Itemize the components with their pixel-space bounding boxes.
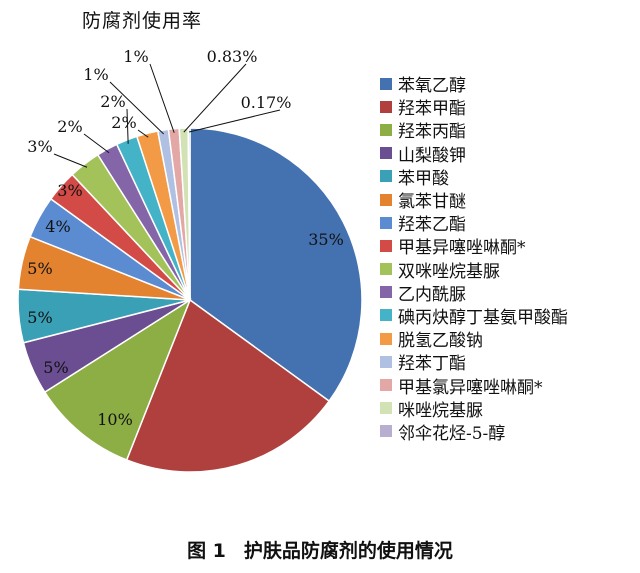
legend-label: 脱氢乙酸钠	[398, 331, 483, 352]
leader-line-11	[126, 108, 129, 144]
legend-label: 苯氧乙醇	[398, 76, 466, 97]
data-label-15: 0.83%	[207, 47, 258, 66]
data-label-16: 0.17%	[241, 93, 292, 112]
legend-label: 双咪唑烷基脲	[398, 261, 500, 282]
legend-label: 羟苯甲酯	[398, 99, 466, 120]
leader-line-12	[137, 129, 149, 138]
leader-line-16	[188, 109, 281, 133]
legend-label: 氯苯甘醚	[398, 192, 466, 213]
data-label-9: 3%	[27, 137, 52, 156]
data-label-5: 5%	[27, 308, 52, 327]
legend-swatch	[380, 147, 392, 160]
legend-swatch	[380, 425, 392, 438]
legend-item-15: 咪唑烷基脲	[380, 397, 568, 421]
legend-swatch	[380, 309, 392, 322]
legend-swatch	[380, 239, 392, 252]
legend-item-16: 邻伞花烃-5-醇	[380, 420, 568, 444]
legend-label: 乙内酰脲	[398, 284, 466, 305]
legend-label: 甲基异噻唑啉酮*	[398, 238, 526, 259]
legend-item-3: 羟苯丙酯	[380, 118, 568, 143]
legend-item-14: 甲基氯异噻唑啉酮*	[380, 373, 568, 398]
legend-swatch	[380, 77, 392, 90]
legend: 苯氧乙醇 羟苯甲酯 羟苯丙酯 山梨酸钾 苯甲酸氯苯甘醚 羟苯乙酯 甲基异噻唑啉酮* 双咪唑烷基…	[380, 72, 568, 444]
legend-item-8: 甲基异噻唑啉酮*	[380, 234, 568, 259]
legend-label: 咪唑烷基脲	[398, 400, 483, 421]
legend-item-9: 双咪唑烷基脲	[380, 258, 568, 282]
legend-swatch	[380, 193, 392, 206]
legend-label: 羟苯丙酯	[398, 122, 466, 143]
legend-item-2: 羟苯甲酯	[380, 95, 568, 120]
legend-item-10: 乙内酰脲	[380, 281, 568, 305]
pie-slice-3	[43, 298, 192, 461]
legend-swatch	[380, 216, 392, 229]
data-label-13: 1%	[83, 65, 108, 84]
legend-swatch	[380, 332, 392, 345]
figure-number: 图 1	[187, 540, 226, 562]
legend-label: 山梨酸钾	[398, 145, 466, 166]
legend-label: 羟苯丁酯	[398, 354, 466, 375]
legend-label: 碘丙炔醇丁基氨甲酸酯	[398, 307, 568, 328]
data-label-8: 3%	[57, 181, 82, 200]
legend-swatch	[380, 402, 392, 415]
legend-item-7: 羟苯乙酯	[380, 211, 568, 236]
legend-swatch	[380, 100, 392, 113]
legend-item-4: 山梨酸钾	[380, 142, 568, 166]
legend-label: 苯甲酸	[398, 168, 449, 189]
legend-item-12: 脱氢乙酸钠	[380, 327, 568, 352]
leader-line-9	[53, 153, 88, 168]
legend-item-13: 羟苯丁酯	[380, 350, 568, 375]
legend-label: 羟苯乙酯	[398, 215, 466, 236]
pie-slice-2	[125, 298, 331, 473]
legend-label: 甲基氯异噻唑啉酮*	[398, 377, 543, 398]
legend-item-5: 苯甲酸	[380, 165, 568, 189]
figure-caption: 图 1 护肤品防腐剂的使用情况	[0, 536, 640, 563]
pie-chart: 35% 10% 5% 5% 5% 4% 3% 3% 2% 2% 2% 1% 1% 0.83% 0.17%	[17, 47, 363, 473]
data-label-11: 2%	[100, 92, 125, 111]
legend-swatch	[380, 263, 392, 276]
data-label-3: 10%	[97, 410, 133, 429]
data-label-14: 1%	[123, 47, 148, 66]
legend-swatch	[380, 379, 392, 392]
data-label-10: 2%	[57, 117, 82, 136]
legend-swatch	[380, 123, 392, 136]
legend-swatch	[380, 355, 392, 368]
chart-title: 防腐剂使用率	[82, 10, 203, 32]
legend-label: 邻伞花烃-5-醇	[398, 423, 506, 444]
leader-line-15	[183, 63, 247, 133]
legend-item-11: 碘丙炔醇丁基氨甲酸酯	[380, 304, 568, 328]
data-label-6: 5%	[27, 259, 52, 278]
leader-line-10	[83, 133, 110, 154]
data-label-4: 5%	[43, 358, 68, 377]
data-label-12: 2%	[111, 113, 136, 132]
data-label-7: 4%	[45, 217, 70, 236]
leader-line-14	[149, 63, 175, 133]
figure-caption-text: 护肤品防腐剂的使用情况	[243, 540, 453, 562]
legend-item-6: 氯苯甘醚	[380, 188, 568, 213]
legend-item-1: 苯氧乙醇	[380, 72, 568, 97]
leader-line-13	[109, 81, 165, 135]
legend-swatch	[380, 170, 392, 183]
pie-slice-1	[189, 127, 363, 403]
data-label-1: 35%	[308, 230, 344, 249]
legend-swatch	[380, 286, 392, 299]
